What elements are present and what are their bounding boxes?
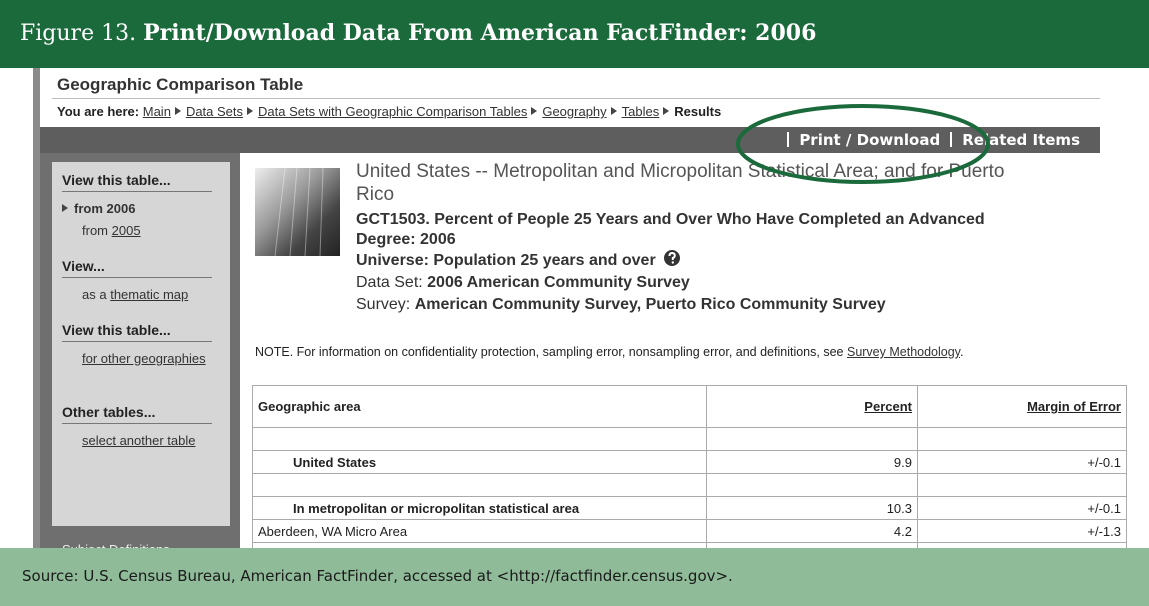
sidebar-text: as a xyxy=(82,287,107,302)
table-cell: 9.9 xyxy=(706,450,918,474)
table-cell: In metropolitan or micropolitan statisti… xyxy=(252,496,707,520)
sidebar-heading: View this table... xyxy=(62,172,212,192)
table-cell xyxy=(917,473,1127,497)
thumbnail-lines xyxy=(274,167,324,257)
source-footer: Source: U.S. Census Bureau, American Fac… xyxy=(0,548,1149,606)
note: NOTE. For information on confidentiality… xyxy=(255,344,1085,361)
universe: Universe: Population 25 years and over xyxy=(356,252,656,269)
breadcrumb-link[interactable]: Main xyxy=(142,104,171,119)
sidebar-item: as a thematic map xyxy=(82,286,222,303)
table-row xyxy=(252,427,1127,451)
header-cell[interactable]: Percent xyxy=(706,385,918,428)
separator-arrow xyxy=(663,107,670,115)
sidebar-link[interactable]: 2005 xyxy=(111,223,141,238)
dataset: 2006 American Community Survey xyxy=(427,274,690,291)
data-table: Geographic area Percent Margin of Error Uni… xyxy=(252,385,1127,566)
toolbar-link[interactable]: Related Items xyxy=(962,131,1080,149)
breadcrumb-link[interactable]: Data Sets xyxy=(185,104,244,119)
survey: American Community Survey, Puerto Rico C… xyxy=(414,296,886,313)
table-cell: 10.3 xyxy=(706,496,918,520)
breadcrumb-link[interactable]: Data Sets with Geographic Comparison Tab… xyxy=(258,104,528,119)
sidebar-link[interactable]: for other geographies xyxy=(82,351,206,366)
table-id: GCT1503. Percent of People 25 Years and … xyxy=(356,211,985,248)
source: Source: U.S. Census Bureau, American Fac… xyxy=(22,567,733,585)
table-cell xyxy=(917,427,1127,451)
thumbnail xyxy=(255,167,340,257)
content-title: United States -- Metropolitan and Microp… xyxy=(356,161,1005,205)
table-cell: Aberdeen, WA Micro Area xyxy=(252,519,707,543)
breadcrumb-current: Results xyxy=(674,104,722,119)
sidebar-heading: View this table... xyxy=(62,322,212,342)
toolbar-links: Print / Download Related Items xyxy=(777,131,1080,149)
universe-line: Universe: Population 25 years and over xyxy=(356,250,1046,272)
sidebar-item: from 2006 xyxy=(62,200,202,217)
survey-line: Survey: American Community Survey, Puert… xyxy=(356,294,1046,316)
separator-arrow xyxy=(531,107,538,115)
separator-arrow xyxy=(62,204,68,212)
figure-caption: Figure 13. Print/Download Data From Amer… xyxy=(20,20,816,46)
table-cell xyxy=(706,473,918,497)
sidebar-heading: View... xyxy=(62,258,212,278)
table-row: United States 9.9 +/-0.1 xyxy=(252,450,1127,474)
sidebar: View this table... from 2006 from 2005 Vie… xyxy=(52,162,230,526)
breadcrumb-prefix: You are here: xyxy=(57,104,140,119)
sidebar-item: select another table xyxy=(82,432,222,449)
sidebar-item: for other geographies xyxy=(82,350,222,367)
table-cell: +/-0.1 xyxy=(917,450,1127,474)
sidebar-text: from xyxy=(82,223,108,238)
table-cell xyxy=(252,473,707,497)
header-cell: Geographic area xyxy=(252,385,707,428)
figure-header: Figure 13. Print/Download Data From Amer… xyxy=(0,0,1149,68)
sidebar-link[interactable]: select another table xyxy=(82,433,196,448)
separator-arrow xyxy=(247,107,254,115)
breadcrumb-link[interactable]: Tables xyxy=(621,104,660,119)
toolbar-link[interactable]: Print / Download xyxy=(799,131,941,149)
table-row: In metropolitan or micropolitan statisti… xyxy=(252,496,1127,520)
table-cell xyxy=(252,427,707,451)
figure-title: Print/Download Data From American FactFi… xyxy=(143,20,817,46)
table-cell xyxy=(706,427,918,451)
content-header: United States -- Metropolitan and Microp… xyxy=(356,160,1046,316)
header-cell[interactable]: Margin of Error xyxy=(917,385,1127,428)
dataset-line: Data Set: 2006 American Community Survey xyxy=(356,272,1046,294)
toolbar-separator xyxy=(950,132,953,147)
table-row xyxy=(252,473,1127,497)
sidebar-text: from 2006 xyxy=(74,201,136,216)
table-cell: +/-1.3 xyxy=(917,519,1127,543)
header-row: Geographic area Percent Margin of Error xyxy=(252,385,1127,428)
note-end: . xyxy=(960,345,964,359)
page-heading: Geographic Comparison Table xyxy=(57,75,304,94)
table-cell: United States xyxy=(252,450,707,474)
separator-arrow xyxy=(610,107,617,115)
toolbar-separator xyxy=(787,132,790,147)
table-cell: 4.2 xyxy=(706,519,918,543)
help-icon[interactable] xyxy=(664,250,681,266)
separator-arrow xyxy=(174,107,181,115)
sidebar-item: from 2005 xyxy=(82,222,222,239)
sidebar-link[interactable]: thematic map xyxy=(110,287,189,302)
figure-label: Figure 13. xyxy=(20,21,137,46)
table-row: Aberdeen, WA Micro Area 4.2 +/-1.3 xyxy=(252,519,1127,543)
breadcrumb: You are here: Main Data Sets Data Sets wit… xyxy=(57,104,721,119)
breadcrumb-link[interactable]: Geography xyxy=(542,104,607,119)
table-cell: +/-0.1 xyxy=(917,496,1127,520)
toolbar: Print / Download Related Items xyxy=(40,127,1100,153)
highlight-oval xyxy=(736,104,990,184)
note-text: NOTE. For information on confidentiality… xyxy=(255,345,844,359)
note-link[interactable]: Survey Methodology xyxy=(846,345,961,359)
dataset-label: Data Set: xyxy=(356,274,423,291)
survey-label: Survey: xyxy=(356,296,411,313)
divider xyxy=(52,98,1100,99)
sidebar-heading: Other tables... xyxy=(62,404,212,424)
